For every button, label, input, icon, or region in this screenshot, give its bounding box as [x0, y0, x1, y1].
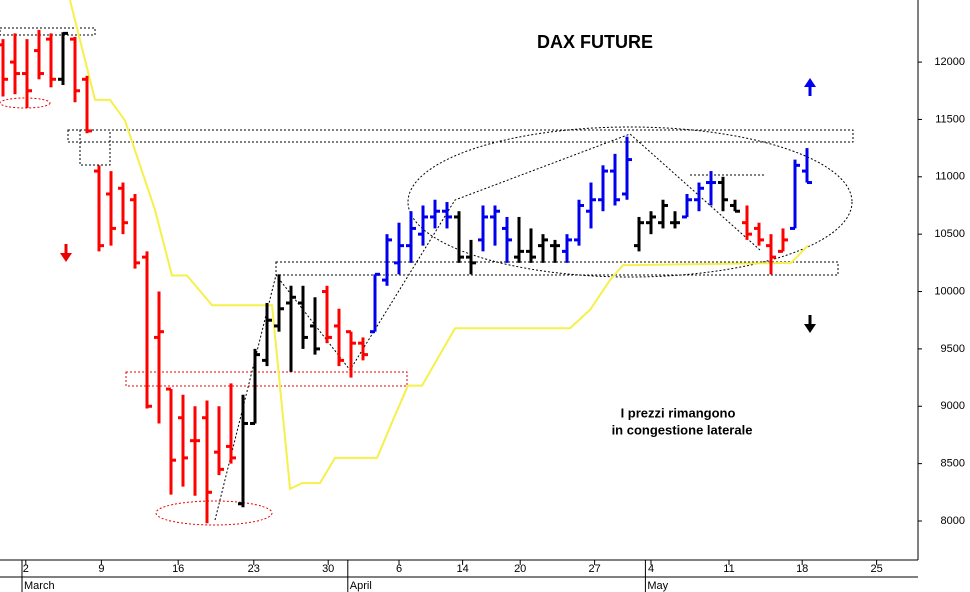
arrow-up-blue [804, 78, 816, 96]
resistance-box [0, 27, 96, 36]
annotation: I prezzi rimangono [621, 405, 736, 420]
x-tick-label: 20 [514, 563, 526, 575]
low-ellipse [0, 97, 51, 109]
x-tick-label: 23 [248, 563, 260, 575]
x-tick-label: 27 [588, 563, 600, 575]
y-tick-label: 12000 [934, 56, 965, 68]
resistance-box [67, 129, 854, 143]
indicator-line [68, 0, 809, 491]
month-label: April [350, 580, 372, 592]
annotation: in congestione laterale [612, 422, 753, 437]
y-tick-label: 11500 [935, 113, 965, 125]
trend-line [214, 133, 761, 521]
drawing-layer [0, 27, 854, 526]
gap-box [79, 129, 111, 166]
x-tick-label: 30 [322, 563, 334, 575]
congestion-ellipse [407, 126, 853, 278]
chart-title: DAX FUTURE [537, 32, 653, 52]
x-tick-label: 11 [723, 563, 734, 575]
x-tick-label: 25 [870, 563, 882, 575]
y-tick-label: 9500 [941, 343, 965, 355]
y-tick-label: 9000 [941, 400, 965, 412]
arrow-down-black [804, 315, 816, 333]
x-tick-label: 9 [98, 563, 104, 575]
y-tick-label: 10500 [934, 228, 965, 240]
arrow-down-red [60, 244, 72, 262]
month-label: March [24, 580, 55, 592]
x-tick-label: 4 [648, 563, 654, 575]
support-box [275, 261, 839, 276]
low-ellipse [155, 500, 273, 526]
y-tick-label: 10000 [934, 285, 965, 297]
y-tick-label: 11000 [935, 171, 965, 183]
x-tick-label: 2 [23, 563, 29, 575]
y-tick-label: 8000 [941, 515, 965, 527]
x-tick-label: 16 [172, 563, 184, 575]
month-label: May [647, 580, 668, 592]
y-tick-label: 8500 [941, 458, 965, 470]
x-tick-label: 14 [456, 563, 468, 575]
x-tick-label: 6 [396, 563, 402, 575]
x-tick-label: 18 [796, 563, 808, 575]
support-box [125, 371, 408, 387]
